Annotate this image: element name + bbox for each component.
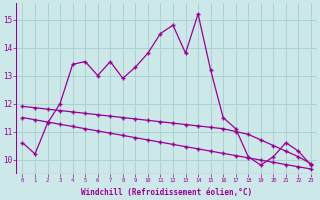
X-axis label: Windchill (Refroidissement éolien,°C): Windchill (Refroidissement éolien,°C)	[81, 188, 252, 197]
